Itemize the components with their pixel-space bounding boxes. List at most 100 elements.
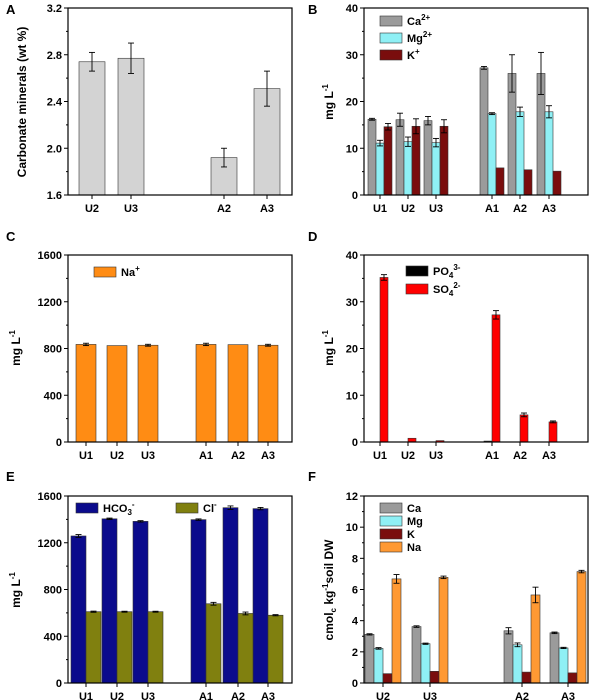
y-tick-label: 2.0 (47, 143, 62, 155)
bar-u2-s0 (106, 345, 128, 443)
bar-u3-s0 (411, 626, 422, 684)
y-axis-label: Carbonate minerals (wt %) (15, 27, 29, 178)
bar-a2-s1 (237, 613, 254, 684)
bar-u1-s0 (70, 535, 87, 684)
y-tick-label: 40 (346, 250, 358, 262)
bar-u1-s1 (379, 277, 389, 443)
legend: PO43-SO42- (405, 263, 461, 298)
legend-label: Cl- (203, 500, 217, 515)
bar-a3-s1 (548, 421, 558, 443)
legend-label: PO43- (433, 263, 461, 280)
x-tick-label: U2 (376, 691, 390, 700)
legend-label: K+ (407, 47, 420, 62)
x-tick-label: A2 (231, 450, 245, 462)
panel-a: A Carbonate minerals (wt %) 1.6 2.0 2.4 2.8 3.… (6, 2, 293, 215)
bar-a1-s1 (491, 314, 501, 443)
bar-a1-s1 (205, 603, 222, 684)
plot-frame (363, 495, 589, 684)
legend-label: Mg (407, 516, 423, 528)
y-tick-label: 30 (346, 50, 358, 62)
bar-a2-s1 (512, 644, 523, 684)
legend-swatch (405, 283, 429, 295)
legend-label: SO42- (433, 281, 461, 298)
x-tick-label: U2 (110, 450, 124, 462)
panel-label: D (308, 229, 317, 244)
x-tick-label: A3 (542, 450, 556, 462)
bar-u1-s1 (375, 142, 385, 196)
bar-u2-s0 (78, 61, 106, 196)
panel-e: Emg L-1 0 400 800 1200 1600 U1 U2 U3 A1 A2 A3 HCO3- C… (6, 469, 293, 700)
y-tick-label: 0 (56, 678, 62, 690)
y-tick-label: 2.8 (47, 50, 62, 62)
y-axis-label: cmolc kg-1soil DW (321, 539, 338, 641)
bar-a1-s0 (195, 344, 217, 443)
legend-swatch (379, 32, 403, 44)
bar-a3-s1 (544, 111, 554, 196)
y-tick-label: 2.4 (47, 97, 63, 109)
panel-b: Bmg L-1 0 10 20 30 40 U1 U2 U3 A1 A2 A3 Ca2+ Mg2+ K+ (308, 2, 589, 215)
bar-a3-s3 (576, 571, 587, 684)
y-tick-label: 1600 (38, 250, 62, 262)
bar-u3-s2 (439, 125, 449, 196)
legend-swatch (379, 515, 403, 527)
x-tick-label: U1 (373, 203, 387, 215)
panel-c: Cmg L-1 0 400 800 1200 1600 U1 U2 U3 A1 A2 A3 Na+ (6, 229, 293, 462)
y-tick-label: 2 (352, 647, 358, 659)
x-tick-label: U2 (85, 203, 99, 215)
y-tick-label: 12 (346, 491, 358, 503)
legend-swatch (379, 15, 403, 27)
x-tick-label: A2 (515, 691, 529, 700)
legend-label: K (407, 529, 415, 541)
y-tick-label: 1600 (38, 491, 62, 503)
x-tick-label: A1 (485, 450, 499, 462)
x-tick-label: A1 (199, 691, 213, 700)
panel-label: A (6, 2, 16, 17)
bar-u3-s0 (117, 57, 145, 196)
legend-label: Na+ (121, 264, 140, 279)
bar-u2-s1 (116, 611, 133, 684)
plot-frame (67, 254, 293, 443)
bar-u3-s0 (423, 120, 433, 196)
panel-label: B (308, 2, 317, 17)
bar-u2-s0 (101, 518, 118, 684)
bar-u1-s1 (85, 611, 102, 684)
y-tick-label: 0 (352, 190, 358, 202)
x-tick-label: A1 (485, 203, 499, 215)
bar-a2-s0 (503, 630, 514, 684)
bar-a1-s0 (190, 519, 207, 684)
y-axis-label: mg L-1 (8, 572, 23, 608)
legend-swatch (93, 266, 117, 278)
x-tick-label: U3 (429, 450, 443, 462)
bar-a2-s0 (227, 344, 249, 443)
bar-a3-s2 (552, 170, 562, 196)
bar-a1-s0 (479, 67, 489, 196)
bar-a3-s1 (267, 614, 284, 684)
bar-a3-s0 (252, 508, 269, 684)
legend-label: Ca2+ (407, 13, 431, 28)
y-axis-label: mg L-1 (8, 330, 23, 366)
bar-a1-s1 (487, 113, 497, 196)
bar-a3-s0 (257, 344, 279, 443)
y-tick-label: 3.2 (47, 3, 62, 15)
bar-u3-s0 (132, 521, 149, 684)
panel-label: C (6, 229, 16, 244)
bar-u3-s1 (431, 142, 441, 196)
x-tick-label: U1 (373, 450, 387, 462)
legend-swatch (405, 265, 429, 277)
bar-u2-s0 (364, 634, 375, 684)
x-tick-label: U1 (79, 450, 93, 462)
bar-u2-s0 (395, 119, 405, 196)
legend: Na+ (93, 264, 140, 279)
x-tick-label: U3 (124, 203, 138, 215)
bar-u1-s0 (75, 344, 97, 443)
bar-u2-s2 (382, 673, 393, 684)
legend-swatch (379, 541, 403, 553)
bar-a2-s2 (523, 169, 533, 196)
bar-a2-s3 (530, 594, 541, 684)
legend-swatch (379, 528, 403, 540)
x-tick-label: A3 (260, 203, 274, 215)
bar-a2-s0 (222, 507, 239, 684)
y-tick-label: 40 (346, 3, 358, 15)
x-tick-label: A2 (513, 203, 527, 215)
y-tick-label: 10 (346, 390, 358, 402)
